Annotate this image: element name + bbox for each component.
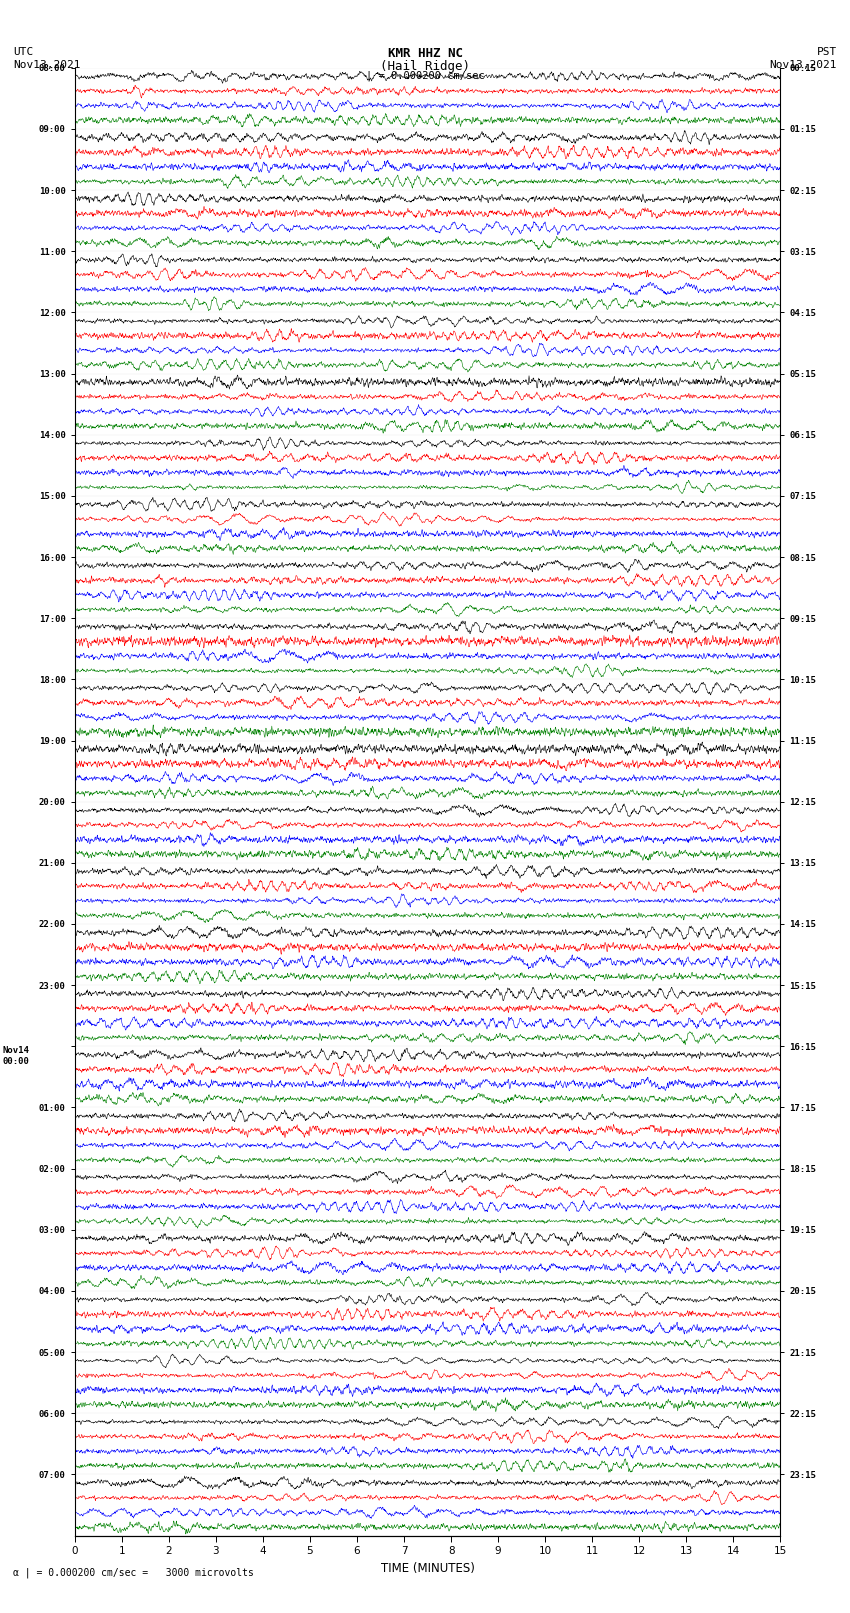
Text: Nov14
00:00: Nov14 00:00 xyxy=(2,1047,29,1066)
Text: KMR HHZ NC: KMR HHZ NC xyxy=(388,47,462,60)
Text: Nov13,2021: Nov13,2021 xyxy=(770,60,837,69)
Text: α | = 0.000200 cm/sec =   3000 microvolts: α | = 0.000200 cm/sec = 3000 microvolts xyxy=(13,1566,253,1578)
Text: PST: PST xyxy=(817,47,837,56)
X-axis label: TIME (MINUTES): TIME (MINUTES) xyxy=(381,1561,474,1574)
Text: | = 0.000200 cm/sec: | = 0.000200 cm/sec xyxy=(366,71,484,82)
Text: (Hail Ridge): (Hail Ridge) xyxy=(380,60,470,73)
Text: UTC: UTC xyxy=(13,47,33,56)
Text: Nov13,2021: Nov13,2021 xyxy=(13,60,80,69)
